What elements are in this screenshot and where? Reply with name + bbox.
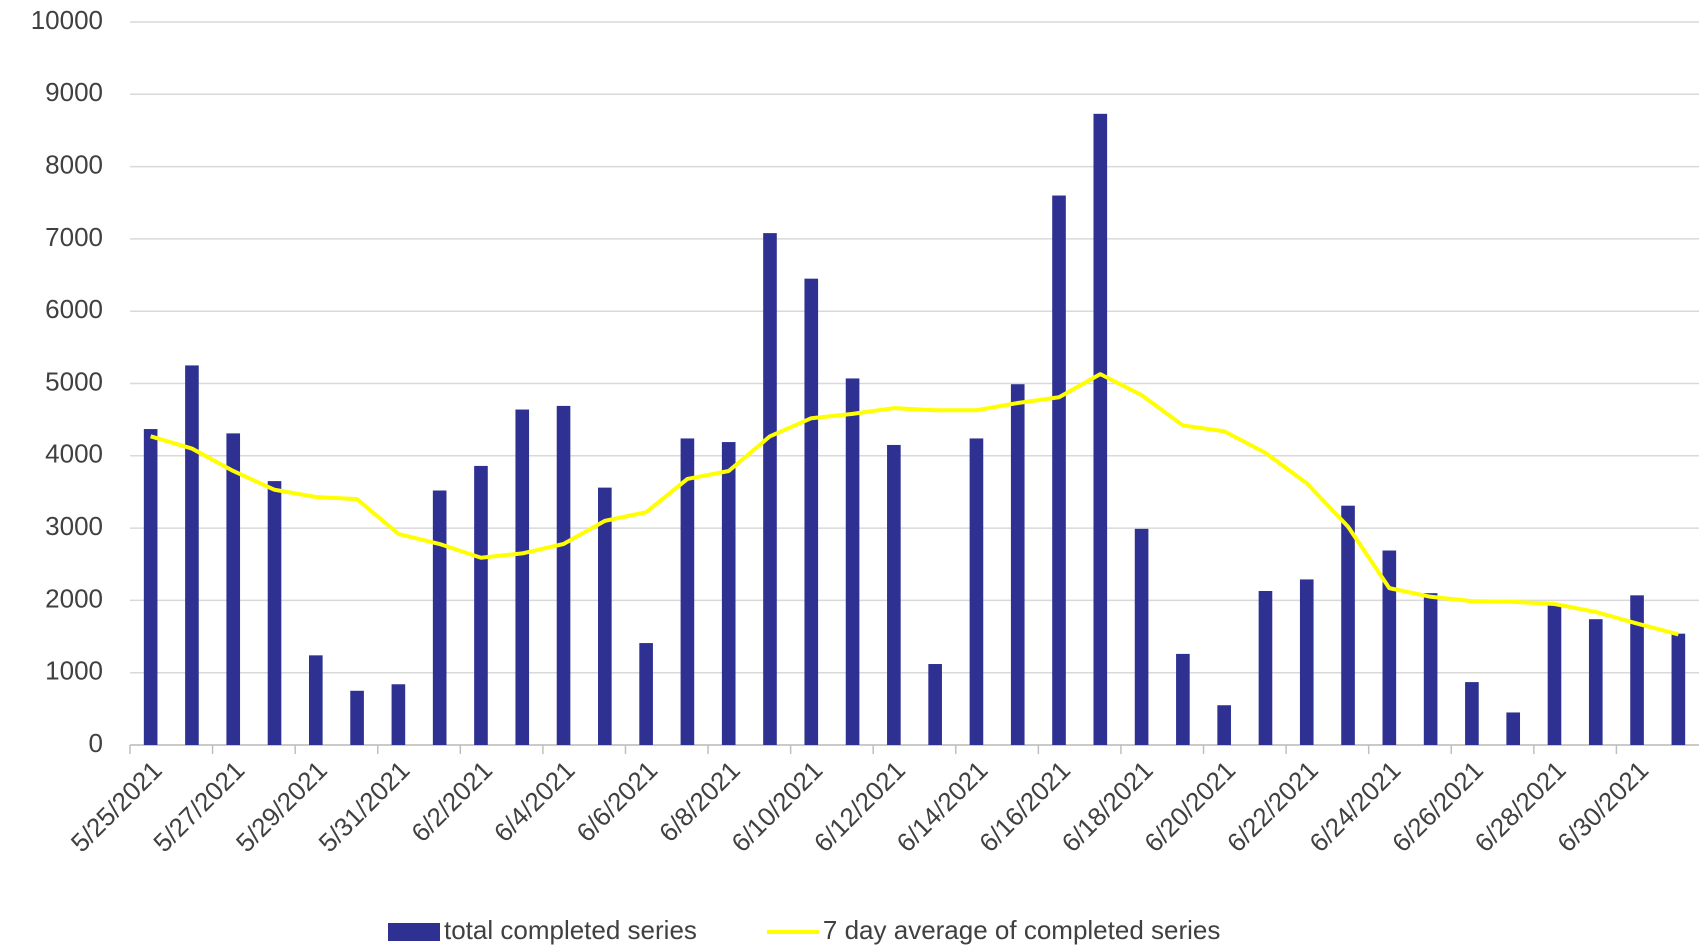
bar xyxy=(1547,604,1562,745)
bar xyxy=(1258,591,1273,745)
bar xyxy=(969,438,984,745)
x-tick-label: 6/6/2021 xyxy=(570,755,663,848)
legend-swatch xyxy=(388,923,440,941)
x-tick-label: 5/31/2021 xyxy=(312,755,415,858)
y-tick-label: 10000 xyxy=(31,5,103,35)
bar xyxy=(432,490,447,745)
bar xyxy=(763,233,777,745)
bar xyxy=(1506,712,1521,745)
bar xyxy=(1671,633,1686,745)
y-tick-label: 3000 xyxy=(45,511,103,541)
bar xyxy=(143,429,158,745)
bar xyxy=(928,664,942,745)
bar xyxy=(721,442,736,745)
line xyxy=(150,372,1679,637)
bar xyxy=(1299,579,1314,745)
bar xyxy=(804,278,819,745)
bar xyxy=(391,684,406,745)
y-tick-label: 4000 xyxy=(45,439,103,469)
y-tick-label: 0 xyxy=(89,728,103,758)
bar xyxy=(1052,195,1066,745)
bar xyxy=(1630,595,1644,745)
bar xyxy=(1176,653,1190,745)
bar xyxy=(308,655,323,745)
x-tick-label: 6/4/2021 xyxy=(488,755,581,848)
y-tick-label: 5000 xyxy=(45,366,103,396)
y-tick-label: 6000 xyxy=(45,294,103,324)
bar xyxy=(845,378,860,745)
y-tick-label: 7000 xyxy=(45,222,103,252)
bar xyxy=(1465,682,1479,745)
y-tick-label: 1000 xyxy=(45,656,103,686)
bar xyxy=(556,405,571,745)
bar xyxy=(1588,619,1603,745)
bar xyxy=(1423,593,1438,745)
y-tick-label: 9000 xyxy=(45,77,103,107)
x-tick-label: 6/30/2021 xyxy=(1551,755,1654,858)
bar xyxy=(1134,528,1149,745)
bar xyxy=(515,409,530,745)
bar xyxy=(1093,113,1108,746)
legend-label: 7 day average of completed series xyxy=(823,915,1220,945)
x-tick-label: 6/2/2021 xyxy=(405,755,498,848)
bar xyxy=(598,487,612,745)
bar xyxy=(887,444,901,745)
bar xyxy=(680,438,695,745)
bar xyxy=(185,365,199,745)
bar xyxy=(1217,705,1231,745)
legend-label: total completed series xyxy=(444,915,697,945)
bar xyxy=(226,433,241,745)
bar xyxy=(1341,505,1355,745)
bar xyxy=(474,465,488,745)
y-tick-label: 2000 xyxy=(45,583,103,613)
bar xyxy=(267,481,282,745)
bar xyxy=(350,690,364,745)
bar xyxy=(639,643,653,745)
bar xyxy=(1010,384,1025,745)
bar xyxy=(1382,550,1397,745)
y-tick-label: 8000 xyxy=(45,149,103,179)
